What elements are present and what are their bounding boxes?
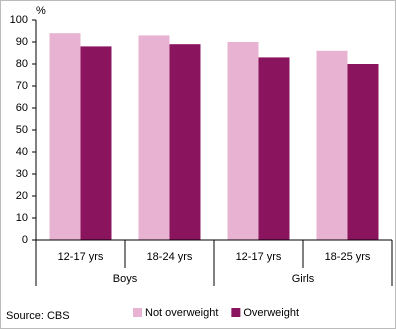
y-tick-label: 100 [10, 14, 28, 26]
legend-swatch [231, 308, 241, 317]
bar [347, 64, 379, 240]
bar [258, 57, 290, 241]
x-tick-label: 12-17 yrs [58, 251, 104, 263]
y-tick-label: 70 [16, 80, 28, 92]
group-label: Girls [292, 273, 315, 285]
bar [49, 33, 81, 241]
bar [138, 35, 170, 241]
legend-label: Overweight [243, 307, 299, 319]
bar [80, 46, 112, 241]
y-axis-label: % [36, 5, 46, 17]
x-tick-label: 12-17 yrs [236, 251, 282, 263]
y-tick-label: 40 [16, 146, 28, 158]
bar [316, 50, 348, 240]
y-tick-label: 20 [16, 190, 28, 202]
y-tick-label: 80 [16, 58, 28, 70]
y-tick-label: 60 [16, 102, 28, 114]
y-tick-label: 10 [16, 212, 28, 224]
y-tick-label: 50 [16, 124, 28, 136]
y-tick-label: 30 [16, 168, 28, 180]
source: Source: CBS [6, 310, 70, 322]
legend-label: Not overweight [145, 307, 218, 319]
x-tick-label: 18-25 yrs [325, 251, 371, 263]
bar [169, 44, 201, 241]
group-label: Boys [113, 273, 138, 285]
bar [227, 42, 259, 240]
legend-swatch [133, 308, 142, 317]
x-tick-label: 18-24 yrs [147, 251, 193, 263]
y-tick-label: 0 [22, 234, 28, 246]
y-tick-label: 90 [16, 36, 28, 48]
